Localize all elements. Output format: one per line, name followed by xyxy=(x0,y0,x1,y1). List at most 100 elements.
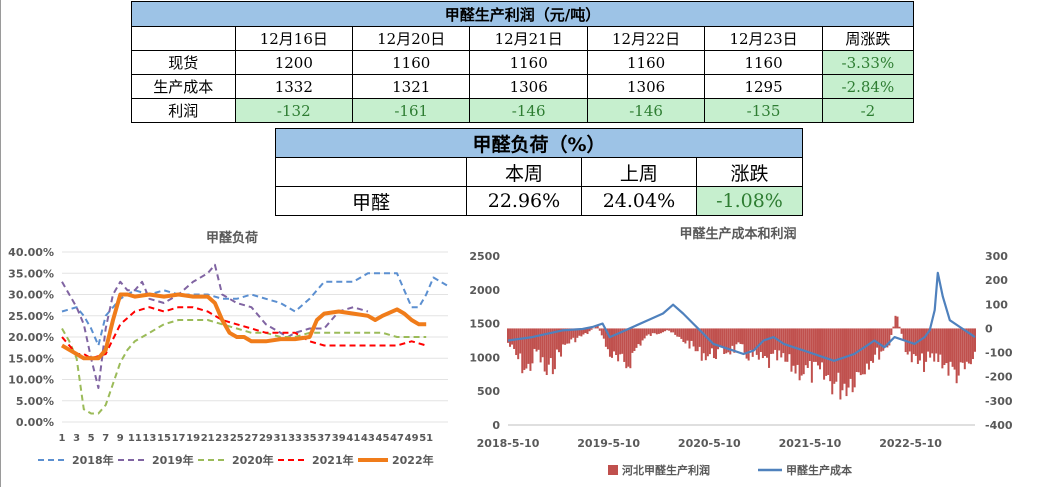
profit-bar xyxy=(761,328,764,359)
profit-bar xyxy=(867,328,870,370)
x-tick-label: 2020-5-10 xyxy=(678,437,741,450)
x-tick-label: 37 xyxy=(317,433,331,444)
cell: 22.96% xyxy=(466,186,582,216)
profit-bar xyxy=(821,328,824,363)
load-table: 甲醛负荷（%） 本周 上周 涨跌 甲醛 22.96% 24.04% -1.08% xyxy=(275,128,804,216)
profit-bar xyxy=(523,328,526,370)
x-tick-label: 29 xyxy=(259,433,273,444)
profit-bar xyxy=(835,328,838,382)
profit-bar xyxy=(961,328,964,363)
profit-bar xyxy=(635,328,638,348)
profit-bar xyxy=(598,328,601,331)
y-left-tick-label: 0 xyxy=(492,419,500,432)
profit-bar xyxy=(661,328,664,333)
x-tick-label: 15 xyxy=(157,433,171,444)
profit-bar xyxy=(527,328,530,364)
profit-bar xyxy=(678,328,681,337)
profit-bar xyxy=(888,328,891,346)
profit-bar xyxy=(900,328,903,334)
x-tick-label: 25 xyxy=(230,433,244,444)
profit-bar xyxy=(969,328,972,365)
profit-bar xyxy=(698,328,701,347)
profit-bar xyxy=(796,328,799,365)
series-line-2021年 xyxy=(61,306,427,360)
profit-bar xyxy=(853,328,856,388)
profit-bar xyxy=(947,328,950,376)
profit-bar xyxy=(892,326,895,329)
x-tick-label: 5 xyxy=(88,433,95,444)
y-left-tick-label: 2000 xyxy=(469,284,500,297)
series-line-2018年 xyxy=(61,272,449,347)
cell: 1306 xyxy=(469,74,588,99)
profit-bar xyxy=(651,328,654,334)
profit-bar xyxy=(543,328,546,372)
profit-bar xyxy=(861,328,864,375)
profit-bar xyxy=(806,328,809,368)
x-axis: 2018-5-10 2019-5-10 2020-5-10 2021-5-10 2022… xyxy=(477,424,975,450)
profit-bar xyxy=(668,328,671,331)
profit-bar xyxy=(541,328,544,358)
x-tick-label: 13 xyxy=(142,433,156,444)
profit-bar xyxy=(696,328,699,352)
y-left-tick-label: 1000 xyxy=(469,351,500,364)
profit-bar xyxy=(637,328,640,345)
profit-bar xyxy=(647,328,650,335)
profit-bar xyxy=(606,328,609,350)
profit-bar xyxy=(927,328,930,352)
x-tick-label: 35 xyxy=(303,433,317,444)
profit-bar xyxy=(590,328,593,330)
y-tick-label: 0.00% xyxy=(16,416,54,429)
profit-bar xyxy=(933,328,936,362)
profit-table: 甲醛生产利润（元/吨） 12月16日 12月20日 12月21日 12月22日 … xyxy=(131,1,915,123)
profit-bar xyxy=(918,328,921,361)
profit-bar xyxy=(549,328,552,359)
profit-bar xyxy=(511,328,514,345)
gridlines xyxy=(62,251,448,423)
cell: 1332 xyxy=(234,74,354,99)
profit-bar xyxy=(537,328,540,350)
table-row: 生产成本 1332 1321 1306 1306 1295 -2.84% xyxy=(131,74,915,99)
profit-table-title: 甲醛生产利润（元/吨） xyxy=(131,1,914,27)
row-label: 生产成本 xyxy=(131,74,236,99)
profit-bar xyxy=(682,328,685,342)
profit-bar xyxy=(971,328,974,360)
header-cell: 上周 xyxy=(580,157,697,187)
profit-bar xyxy=(945,328,948,364)
profit-bar xyxy=(613,328,616,352)
legend-label: 河北甲醛生产利润 xyxy=(622,463,710,477)
change-cell: -2 xyxy=(821,98,915,123)
load-table-title: 甲醛负荷（%） xyxy=(275,128,803,158)
cell: 1306 xyxy=(586,74,706,99)
profit-bar xyxy=(719,328,722,346)
profit-bar xyxy=(923,328,926,372)
profit-bar xyxy=(816,328,819,366)
profit-bar xyxy=(837,328,840,373)
x-tick-label: 41 xyxy=(346,433,360,444)
profit-bar xyxy=(629,328,632,369)
profit-bar xyxy=(684,328,687,344)
cell: -146 xyxy=(469,98,588,123)
y-left-axis-ticks: 0 500 1000 1500 2000 2500 xyxy=(469,250,500,432)
y-right-tick-label: 0 xyxy=(985,322,993,335)
profit-bar xyxy=(576,328,579,338)
row-label: 甲醛 xyxy=(275,186,467,216)
header-cell: 涨跌 xyxy=(695,157,804,187)
cost-line xyxy=(507,271,976,362)
x-tick-label: 17 xyxy=(172,433,186,444)
profit-bar xyxy=(941,328,944,369)
x-tick-label: 2019-5-10 xyxy=(577,437,640,450)
profit-bar xyxy=(855,328,858,372)
cell: 1321 xyxy=(351,74,471,99)
profit-bar xyxy=(829,328,832,382)
profit-bar xyxy=(641,328,644,341)
cell: -161 xyxy=(351,98,471,123)
profit-bar xyxy=(963,328,966,370)
profit-bar xyxy=(908,328,911,352)
x-tick-label: 31 xyxy=(274,433,288,444)
profit-bar xyxy=(800,328,803,376)
legend-label: 2020年 xyxy=(232,453,274,467)
y-tick-label: 30.00% xyxy=(8,289,54,302)
cell: 1160 xyxy=(351,50,471,75)
profit-bar xyxy=(617,328,620,362)
